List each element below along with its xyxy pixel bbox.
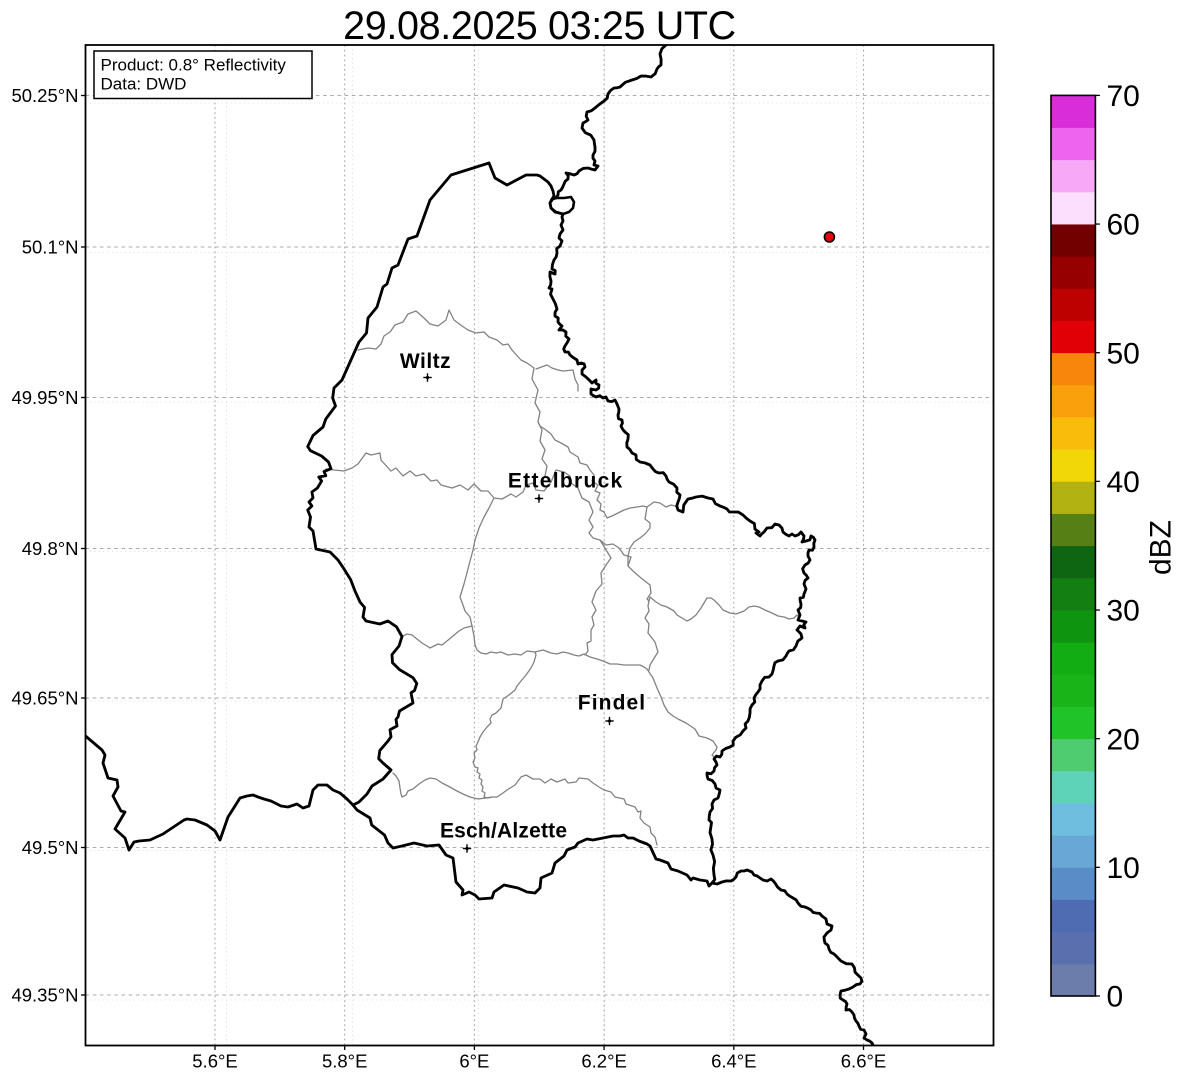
svg-text:60: 60 (1107, 209, 1140, 242)
svg-text:Findel: Findel (578, 692, 646, 715)
svg-text:49.65°N: 49.65°N (11, 688, 78, 709)
svg-text:dBZ: dBZ (1145, 520, 1178, 575)
svg-text:49.35°N: 49.35°N (11, 985, 78, 1006)
svg-text:6.6°E: 6.6°E (841, 1050, 886, 1071)
svg-text:50: 50 (1107, 337, 1140, 370)
svg-text:70: 70 (1107, 80, 1140, 113)
svg-text:6.4°E: 6.4°E (711, 1050, 756, 1071)
svg-text:6°E: 6°E (459, 1050, 489, 1071)
svg-text:49.5°N: 49.5°N (22, 837, 79, 858)
svg-text:29.08.2025 03:25 UTC: 29.08.2025 03:25 UTC (343, 4, 736, 48)
svg-text:50.1°N: 50.1°N (22, 237, 79, 258)
svg-text:30: 30 (1107, 595, 1140, 628)
svg-text:5.8°E: 5.8°E (322, 1050, 367, 1071)
svg-text:Esch/Alzette: Esch/Alzette (440, 819, 567, 842)
svg-text:50.25°N: 50.25°N (11, 85, 78, 106)
svg-text:5.6°E: 5.6°E (192, 1050, 237, 1071)
svg-text:10: 10 (1107, 852, 1140, 885)
svg-text:40: 40 (1107, 466, 1140, 499)
svg-text:Product: 0.8° Reflectivity: Product: 0.8° Reflectivity (101, 56, 287, 75)
svg-text:20: 20 (1107, 723, 1140, 756)
svg-text:0: 0 (1107, 981, 1124, 1014)
svg-text:6.2°E: 6.2°E (581, 1050, 626, 1071)
svg-text:Data: DWD: Data: DWD (101, 75, 187, 94)
svg-text:49.8°N: 49.8°N (22, 538, 79, 559)
svg-text:49.95°N: 49.95°N (11, 387, 78, 408)
svg-text:Ettelbruck: Ettelbruck (508, 470, 624, 493)
svg-text:Wiltz: Wiltz (400, 350, 451, 373)
